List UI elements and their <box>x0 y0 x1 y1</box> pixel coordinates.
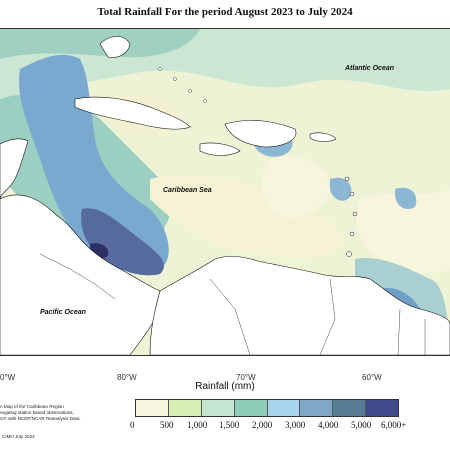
south-america <box>149 256 450 355</box>
legend-tick: 6,000+ <box>381 420 407 430</box>
island-trinidad <box>346 251 352 257</box>
island-bahamas-1 <box>158 67 162 71</box>
island-windward-1 <box>352 211 358 217</box>
legend-tick: 5,000 <box>351 420 372 430</box>
island-bahamas-4 <box>203 99 207 103</box>
legend-swatch <box>300 400 334 416</box>
credit-date: CIMH July 2024 <box>2 434 35 439</box>
lon-label-90w: 0°W <box>0 373 16 382</box>
rainfall-map-canvas <box>0 29 450 355</box>
dry-zone-east <box>356 189 450 274</box>
puerto-rico <box>309 132 337 142</box>
legend-ticks: 0 500 1,000 1,500 2,000 3,000 4,000 5,00… <box>125 420 425 432</box>
blue-patch-east-2 <box>395 187 417 210</box>
legend-tick: 2,000 <box>252 420 273 430</box>
data-credit: n Map of the Caribbean Region regating s… <box>0 404 81 422</box>
mexico-yucatan <box>0 138 29 200</box>
legend-tick: 1,500 <box>219 420 240 430</box>
border-central-america <box>39 253 116 300</box>
legend-tick: 0 <box>130 420 135 430</box>
border-colombia-venezuela <box>209 278 251 355</box>
credit-line: n Map of the Caribbean Region <box>0 404 64 409</box>
island-leeward-2 <box>349 191 355 197</box>
blue-patch-east <box>330 177 352 201</box>
purple-band <box>81 208 164 276</box>
island-leeward-1 <box>344 176 350 182</box>
western-blue-band <box>19 54 169 272</box>
legend-swatch <box>333 400 367 416</box>
jamaica <box>199 142 241 156</box>
legend-swatch <box>366 400 398 416</box>
caribbean-sea-label: Caribbean Sea <box>163 187 212 194</box>
dry-zone-hispaniola <box>262 155 330 218</box>
legend-tick: 4,000 <box>318 420 339 430</box>
legend-swatch <box>168 400 202 416</box>
legend-swatch <box>234 400 268 416</box>
legend-title: Rainfall (mm) <box>195 381 255 392</box>
florida <box>99 36 131 58</box>
island-windward-2 <box>349 231 355 237</box>
legend-swatch <box>136 400 169 416</box>
atlantic-ocean-label: Atlantic Ocean <box>345 65 395 72</box>
credit-line: CF, with NCEP/NCAR Reanalysis Data. <box>0 416 81 421</box>
pacific-ocean-label: Pacific Ocean <box>40 309 86 316</box>
island-bahamas-3 <box>188 89 192 93</box>
credit-line: regating station based observations, <box>0 410 74 415</box>
legend-tick: 500 <box>160 420 174 430</box>
lon-label-60w: 60°W <box>362 373 382 382</box>
legend-tick: 3,000 <box>285 420 306 430</box>
color-legend <box>135 399 399 417</box>
cuba <box>74 96 191 130</box>
island-bahamas-2 <box>173 77 177 81</box>
border-venezuela-guyana <box>319 278 336 355</box>
map-title: Total Rainfall For the period August 202… <box>97 6 353 18</box>
lon-label-80w: 80°W <box>117 373 137 382</box>
legend-swatch <box>267 400 301 416</box>
border-suriname <box>397 308 401 355</box>
dry-zone-central <box>150 174 342 259</box>
legend-tick: 1,000 <box>187 420 208 430</box>
rainfall-map: Atlantic Ocean Caribbean Sea Pacific Oce… <box>0 28 450 356</box>
lon-label-70w: 70°W <box>236 373 256 382</box>
hispaniola <box>224 120 297 148</box>
legend-swatch <box>201 400 235 416</box>
